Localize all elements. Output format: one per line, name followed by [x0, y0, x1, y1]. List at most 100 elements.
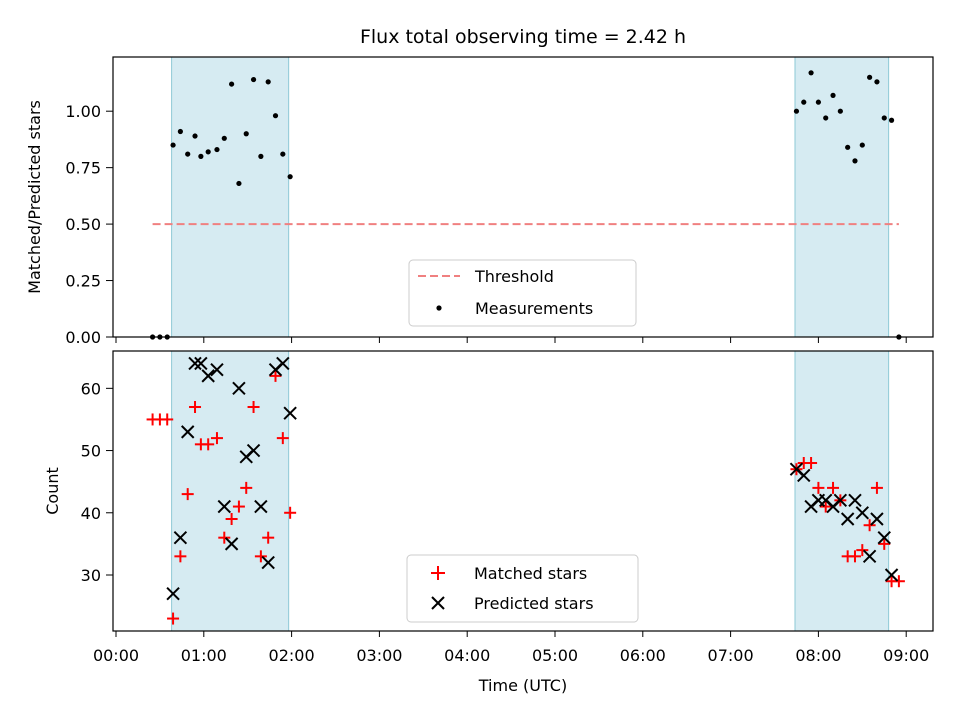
top-yticks-layer: 0.00 0.25 0.50 0.75 1.00 [65, 102, 113, 347]
top-legend: Threshold Measurements [408, 259, 637, 327]
predicted-star-point [246, 443, 261, 458]
observing-window [794, 56, 890, 338]
measurement-point [258, 153, 264, 159]
x-tick-label: 08:00 [795, 646, 841, 665]
measurement-point [859, 142, 865, 148]
measurement-point [874, 79, 880, 85]
matched-star-point [232, 500, 245, 513]
bottom-y-tick-label: 30 [81, 566, 101, 585]
matched-star-point [181, 488, 194, 501]
observing-window [794, 350, 890, 632]
matched-star-point [225, 513, 238, 525]
predicted-star-point [194, 356, 208, 371]
bottom-y-tick-label: 50 [81, 442, 101, 461]
bottom-axes-frame [112, 350, 934, 632]
x-tick-label: 09:00 [883, 646, 929, 665]
measurement-point [250, 76, 257, 83]
legend-predicted-label: Predicted stars [474, 594, 594, 613]
measurement-point [823, 115, 829, 121]
legend-threshold-label: Threshold [474, 267, 554, 286]
measurement-point [845, 144, 851, 150]
measurement-point [221, 135, 227, 141]
matched-star-point [827, 481, 840, 494]
measurement-point [177, 128, 183, 135]
x-tick-label: 07:00 [708, 646, 754, 665]
bottom-points-layer [146, 356, 905, 625]
matched-star-point [210, 432, 223, 445]
matched-star-point [276, 432, 289, 445]
predicted-star-point [840, 512, 855, 526]
matched-star-point [218, 531, 231, 544]
predicted-star-point [217, 499, 231, 514]
x-tick-label: 06:00 [620, 646, 666, 665]
measurement-point [815, 99, 822, 105]
predicted-star-point [833, 493, 848, 508]
predicted-star-point [884, 568, 899, 582]
top-axes-frame [112, 56, 934, 338]
legend-matched-label: Matched stars [474, 564, 587, 583]
predicted-star-point [877, 530, 891, 545]
legend-predicted-swatch [431, 596, 445, 610]
bottom-yticks-layer: 30 40 50 60 [81, 379, 113, 585]
measurement-point [272, 113, 279, 119]
bottom-xticks-layer: 00:00 01:00 02:00 03:00 04:00 05:00 06:00 07:00… [93, 631, 929, 665]
predicted-star-point [188, 356, 202, 371]
measurement-point [214, 146, 220, 153]
predicted-star-point [870, 512, 884, 526]
measurement-point [801, 99, 807, 105]
predicted-star-point [166, 586, 180, 601]
x-tick-label: 04:00 [444, 646, 490, 665]
matched-star-point [202, 438, 215, 451]
top-y-tick-label: 0.75 [65, 159, 101, 178]
measurement-point [205, 149, 211, 155]
matched-star-point [870, 481, 883, 494]
measurement-point [192, 133, 198, 139]
measurement-point [881, 115, 887, 121]
predicted-star-point [797, 468, 811, 483]
measurement-point [830, 92, 836, 98]
matched-star-point [284, 506, 297, 519]
measurement-point [229, 81, 235, 87]
predicted-star-point [224, 537, 239, 551]
top-y-tick-label: 1.00 [65, 102, 101, 121]
predicted-star-point [261, 555, 275, 570]
top-xticks-layer [115, 337, 907, 343]
bottom-y-tick-label: 40 [81, 504, 101, 523]
matched-star-point [819, 500, 832, 513]
measurement-point [287, 174, 293, 180]
measurement-point [265, 79, 271, 85]
predicted-star-point [210, 362, 224, 377]
bottom-y-axis-label: Count [43, 467, 62, 515]
matched-star-point [167, 612, 180, 625]
predicted-star-point [180, 425, 195, 439]
x-tick-label: 00:00 [93, 646, 139, 665]
matched-star-point [812, 481, 825, 494]
measurement-point [837, 108, 843, 114]
predicted-star-point [173, 530, 188, 545]
matched-star-point [856, 544, 869, 557]
measurement-point [236, 180, 242, 187]
top-legend-frame [408, 259, 637, 327]
predicted-star-point [848, 493, 862, 508]
top-panel: 0.00 0.25 0.50 0.75 1.00 Matched/Predicted s… [25, 56, 934, 347]
top-y-tick-label: 0.50 [65, 215, 101, 234]
x-tick-label: 03:00 [356, 646, 402, 665]
predicted-star-point [254, 499, 268, 514]
matched-star-point [269, 369, 282, 382]
matched-star-point [878, 537, 891, 550]
matched-star-point [189, 401, 202, 413]
observing-window [171, 56, 290, 338]
matched-star-point [848, 550, 861, 563]
bottom-windows-layer [171, 350, 890, 632]
measurement-point [198, 153, 204, 159]
legend-measurements-label: Measurements [475, 299, 593, 318]
predicted-star-point [855, 506, 870, 520]
chart-title: Flux total observing time = 2.42 h [360, 26, 686, 48]
matched-star-point [240, 481, 253, 494]
legend-matched-swatch [431, 566, 445, 580]
bottom-y-tick-label: 60 [81, 379, 101, 398]
measurement-point [243, 131, 249, 137]
legend-measurements-swatch [436, 305, 442, 311]
